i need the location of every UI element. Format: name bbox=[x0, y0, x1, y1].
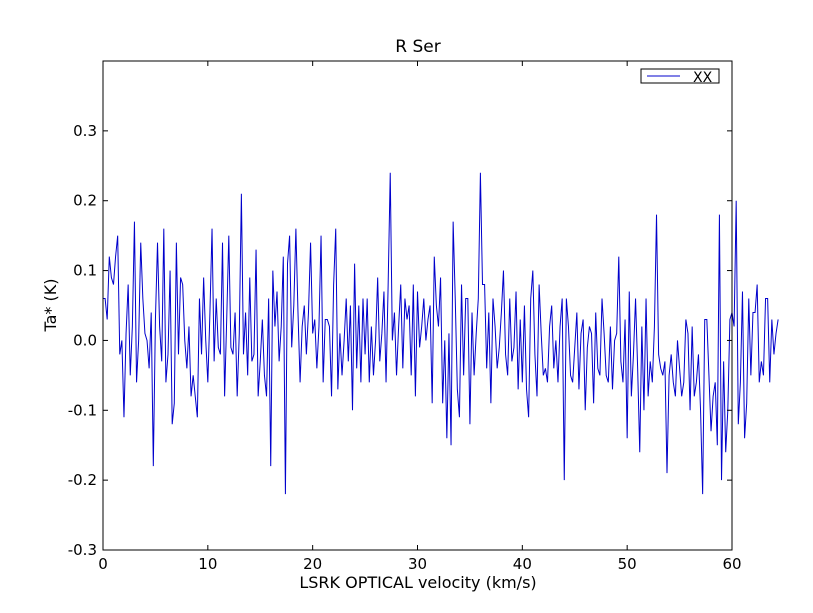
y-tick-label: 0.0 bbox=[73, 331, 97, 349]
x-tick-label: 40 bbox=[513, 555, 532, 573]
x-tick-label: 30 bbox=[408, 555, 427, 573]
x-tick-label: 0 bbox=[98, 555, 108, 573]
legend-label-xx: XX bbox=[693, 70, 713, 86]
x-tick-label: 20 bbox=[303, 555, 322, 573]
x-tick-label: 60 bbox=[722, 555, 741, 573]
x-axis: 0 10 20 30 40 50 60 bbox=[98, 61, 742, 573]
y-tick-label: 0.3 bbox=[73, 122, 97, 140]
data-layer bbox=[103, 172, 779, 495]
x-tick-label: 10 bbox=[198, 555, 217, 573]
y-tick-label: 0.1 bbox=[73, 262, 97, 280]
y-axis-label: Ta* (K) bbox=[41, 279, 60, 333]
chart-title: R Ser bbox=[395, 37, 440, 57]
y-tick-label: 0.2 bbox=[73, 192, 97, 210]
y-tick-label: -0.3 bbox=[68, 541, 97, 559]
y-tick-label: -0.2 bbox=[68, 471, 97, 489]
y-tick-label: -0.1 bbox=[68, 401, 97, 419]
y-axis: -0.3 -0.2 -0.1 0.0 0.1 0.2 0.3 bbox=[68, 122, 732, 559]
legend: XX bbox=[640, 68, 720, 86]
x-tick-label: 50 bbox=[618, 555, 637, 573]
x-axis-label: LSRK OPTICAL velocity (km/s) bbox=[299, 573, 536, 592]
series-line-xx bbox=[103, 172, 779, 495]
